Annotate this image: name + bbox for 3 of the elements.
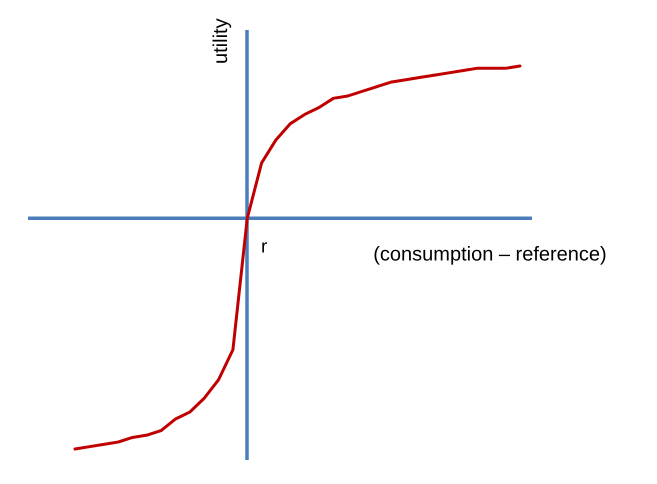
- x-axis-title: (consumption – reference): [373, 243, 607, 266]
- annotation: r: [261, 236, 268, 258]
- y-axis-title: utility: [210, 18, 232, 64]
